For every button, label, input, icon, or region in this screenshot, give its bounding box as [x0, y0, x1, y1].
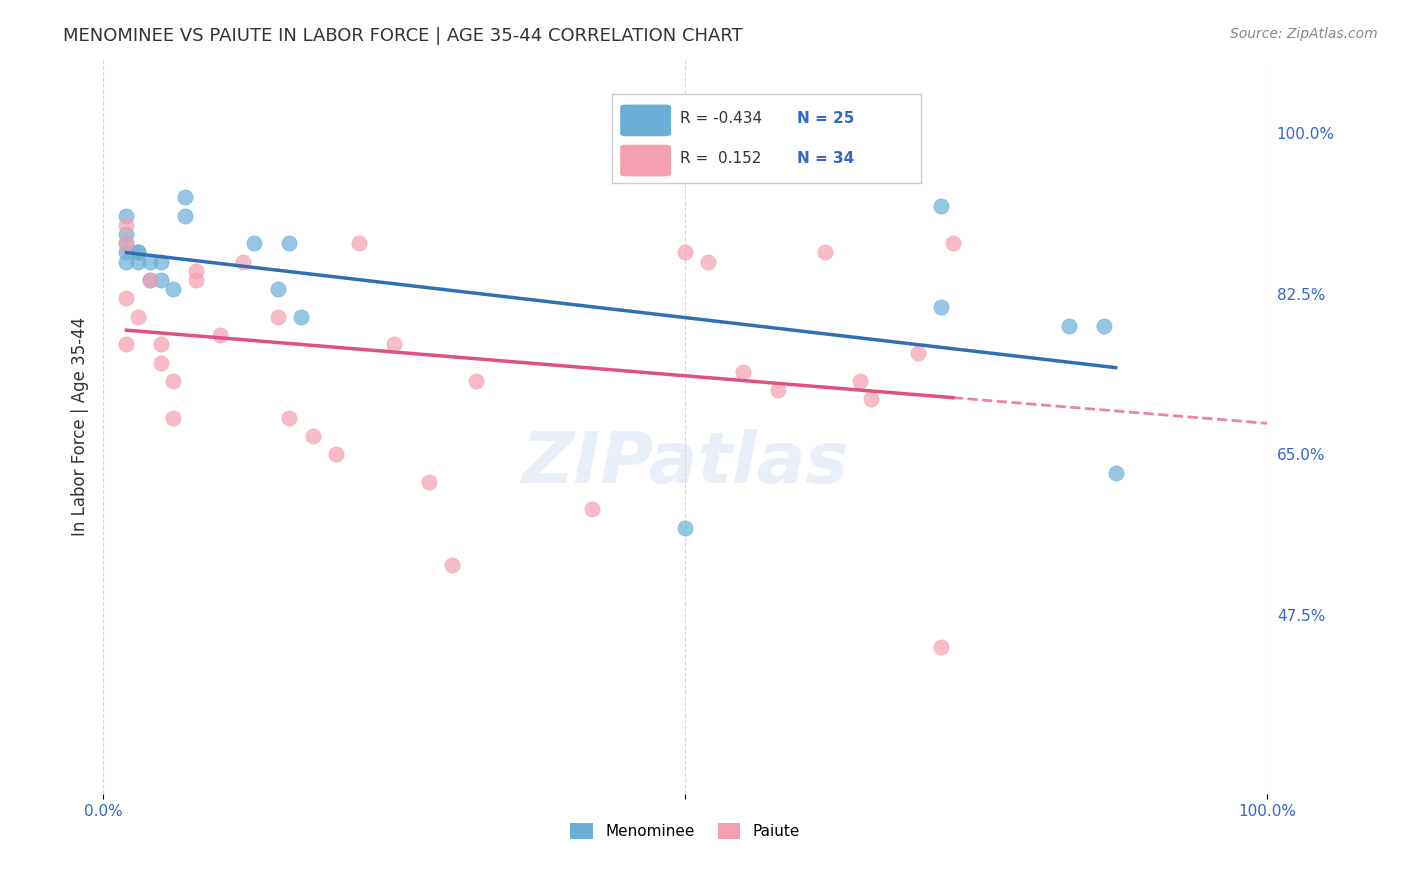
Point — [115, 218, 138, 232]
Point — [673, 521, 696, 535]
Point — [848, 374, 870, 388]
Point — [150, 337, 173, 351]
Point — [673, 245, 696, 260]
Point — [464, 374, 486, 388]
Point — [173, 190, 195, 204]
Point — [860, 392, 883, 407]
Point — [267, 282, 290, 296]
Text: N = 25: N = 25 — [797, 112, 855, 126]
Point — [127, 310, 149, 324]
Point — [162, 410, 184, 425]
Point — [267, 310, 290, 324]
Text: N = 34: N = 34 — [797, 152, 855, 166]
Point — [115, 209, 138, 223]
Point — [278, 236, 301, 251]
Point — [150, 254, 173, 268]
Point — [186, 273, 208, 287]
Point — [942, 236, 965, 251]
Y-axis label: In Labor Force | Age 35-44: In Labor Force | Age 35-44 — [72, 318, 89, 536]
Point — [347, 236, 370, 251]
Point — [697, 254, 720, 268]
Legend: Menominee, Paiute: Menominee, Paiute — [564, 817, 806, 845]
Text: R =  0.152: R = 0.152 — [679, 152, 761, 166]
Point — [162, 374, 184, 388]
Point — [301, 429, 323, 443]
Point — [162, 282, 184, 296]
Point — [929, 199, 952, 213]
Text: ZIPatlas: ZIPatlas — [522, 429, 849, 498]
Point — [278, 410, 301, 425]
FancyBboxPatch shape — [621, 105, 671, 136]
Point — [115, 254, 138, 268]
Point — [115, 227, 138, 241]
Point — [243, 236, 266, 251]
Point — [382, 337, 405, 351]
Point — [115, 236, 138, 251]
Point — [115, 236, 138, 251]
Point — [138, 273, 160, 287]
Point — [115, 245, 138, 260]
Point — [814, 245, 837, 260]
Point — [325, 447, 347, 461]
Point — [173, 209, 195, 223]
Point — [441, 558, 464, 572]
Point — [1057, 318, 1080, 333]
Point — [127, 245, 149, 260]
Point — [232, 254, 254, 268]
Point — [1092, 318, 1115, 333]
Point — [733, 365, 755, 379]
Point — [1105, 466, 1128, 480]
Point — [290, 310, 312, 324]
Point — [138, 273, 160, 287]
FancyBboxPatch shape — [621, 145, 671, 176]
Point — [907, 346, 929, 360]
Point — [127, 245, 149, 260]
Point — [150, 273, 173, 287]
Point — [418, 475, 440, 489]
Text: MENOMINEE VS PAIUTE IN LABOR FORCE | AGE 35-44 CORRELATION CHART: MENOMINEE VS PAIUTE IN LABOR FORCE | AGE… — [63, 27, 742, 45]
Point — [138, 254, 160, 268]
Point — [150, 355, 173, 369]
Text: R = -0.434: R = -0.434 — [679, 112, 762, 126]
Point — [115, 291, 138, 305]
Point — [186, 264, 208, 278]
Point — [929, 640, 952, 654]
Point — [581, 502, 603, 516]
Point — [115, 337, 138, 351]
Point — [929, 301, 952, 315]
Text: Source: ZipAtlas.com: Source: ZipAtlas.com — [1230, 27, 1378, 41]
Point — [208, 328, 231, 343]
Point — [766, 383, 789, 397]
Point — [127, 254, 149, 268]
